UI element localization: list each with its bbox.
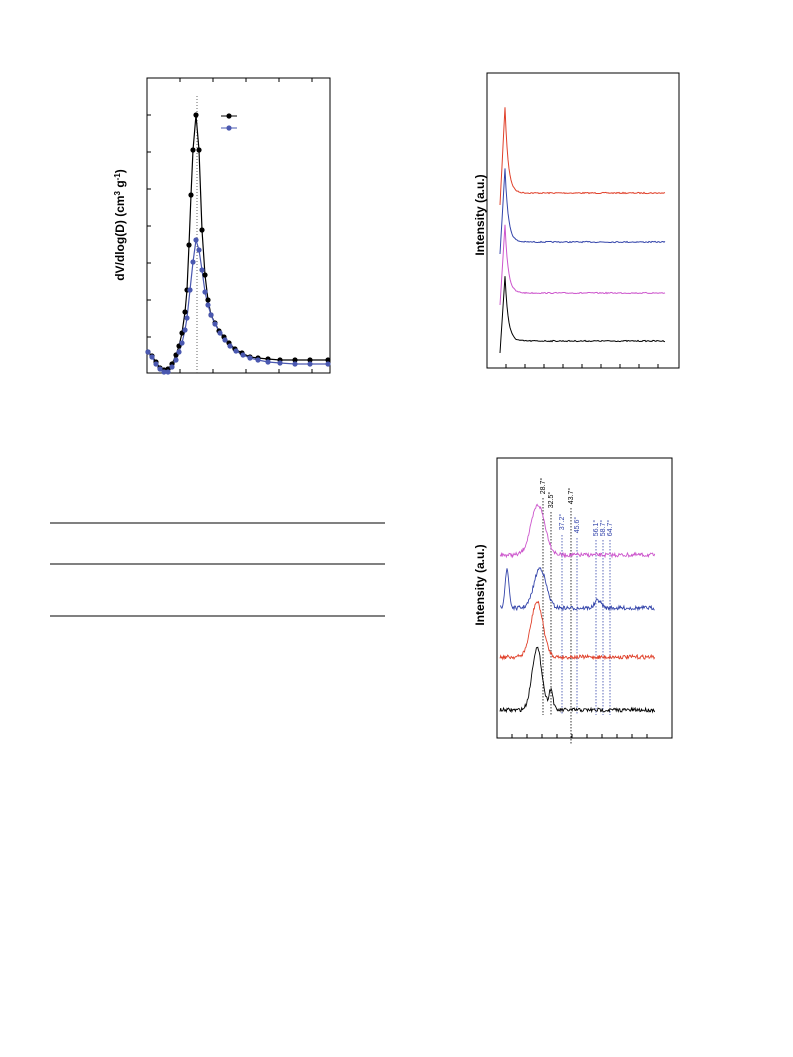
marker — [255, 357, 261, 363]
plot-frame — [486, 72, 680, 369]
trace — [499, 276, 666, 354]
axis-ticks — [505, 364, 659, 368]
marker — [184, 315, 190, 321]
marker — [227, 343, 233, 349]
legend-marker — [226, 113, 232, 119]
marker — [307, 357, 313, 363]
y-axis-label: dV/dlog(D) (cm3 g-1) — [113, 169, 127, 281]
marker — [222, 337, 228, 343]
marker — [173, 357, 179, 363]
marker — [212, 321, 218, 327]
marker — [153, 361, 159, 367]
marker — [277, 360, 283, 366]
marker — [325, 361, 331, 367]
marker — [190, 259, 196, 265]
marker — [265, 359, 271, 365]
peak-label: 32.5° — [547, 492, 555, 509]
marker — [208, 312, 214, 318]
marker — [193, 237, 199, 243]
marker — [161, 369, 167, 375]
marker — [202, 272, 208, 278]
peak-label: 58.7° — [599, 520, 607, 537]
marker — [145, 349, 151, 355]
marker — [202, 289, 208, 295]
marker — [205, 302, 211, 308]
trace — [499, 168, 666, 255]
marker — [199, 227, 205, 233]
marker — [187, 287, 193, 293]
marker — [188, 192, 194, 198]
marker — [196, 147, 202, 153]
peak-label: 56.1° — [592, 520, 600, 537]
axis-ticks — [511, 734, 648, 738]
marker — [182, 327, 188, 333]
trace — [500, 567, 655, 612]
marker — [157, 366, 163, 372]
marker — [186, 242, 192, 248]
marker — [307, 361, 313, 367]
label-part: g — [113, 180, 127, 191]
axis-ticks — [147, 78, 313, 373]
marker — [292, 361, 298, 367]
figure-pore-distribution: dV/dlog(D) (cm3 g-1) — [113, 77, 331, 375]
label-sup: -1 — [113, 173, 122, 181]
marker — [205, 297, 211, 303]
y-axis-label: Intensity (a.u.) — [473, 544, 487, 625]
label-sup: 3 — [113, 190, 122, 195]
marker — [182, 309, 188, 315]
trace — [499, 646, 656, 714]
marker — [292, 357, 298, 363]
trace — [499, 107, 666, 206]
marker — [176, 349, 182, 355]
figure-xrd-low-angle: Intensity (a.u.) — [473, 72, 680, 369]
marker — [165, 369, 171, 375]
peak-label: 28.7° — [539, 478, 547, 495]
figure-xrd-wide: 28.7° 32.5° 37.2° 43.7° 45.6° 56.1° 58.7… — [473, 457, 673, 745]
label-part: ) — [113, 169, 127, 173]
trace — [499, 224, 666, 306]
peak-label: 45.6° — [573, 517, 581, 534]
label-part: dV/dlog(D) (cm — [113, 195, 127, 280]
plot-frame — [146, 77, 331, 374]
marker — [199, 267, 205, 273]
y-axis-label: Intensity (a.u.) — [473, 174, 487, 255]
peak-label: 64.7° — [606, 520, 614, 537]
peak-label: 43.7° — [567, 488, 575, 505]
trace — [499, 600, 656, 661]
marker — [196, 247, 202, 253]
marker — [240, 352, 246, 358]
marker — [149, 354, 155, 360]
marker — [193, 112, 199, 118]
marker — [169, 364, 175, 370]
marker — [233, 348, 239, 354]
trace — [499, 503, 656, 559]
curve-black — [147, 114, 328, 371]
marker — [179, 340, 185, 346]
marker — [190, 147, 196, 153]
legend-marker — [226, 125, 232, 131]
table-rules — [50, 522, 385, 617]
marker — [247, 355, 253, 361]
plot-frame — [496, 457, 673, 739]
peak-label: 37.2° — [558, 514, 566, 531]
marker — [217, 330, 223, 336]
marker — [325, 357, 331, 363]
